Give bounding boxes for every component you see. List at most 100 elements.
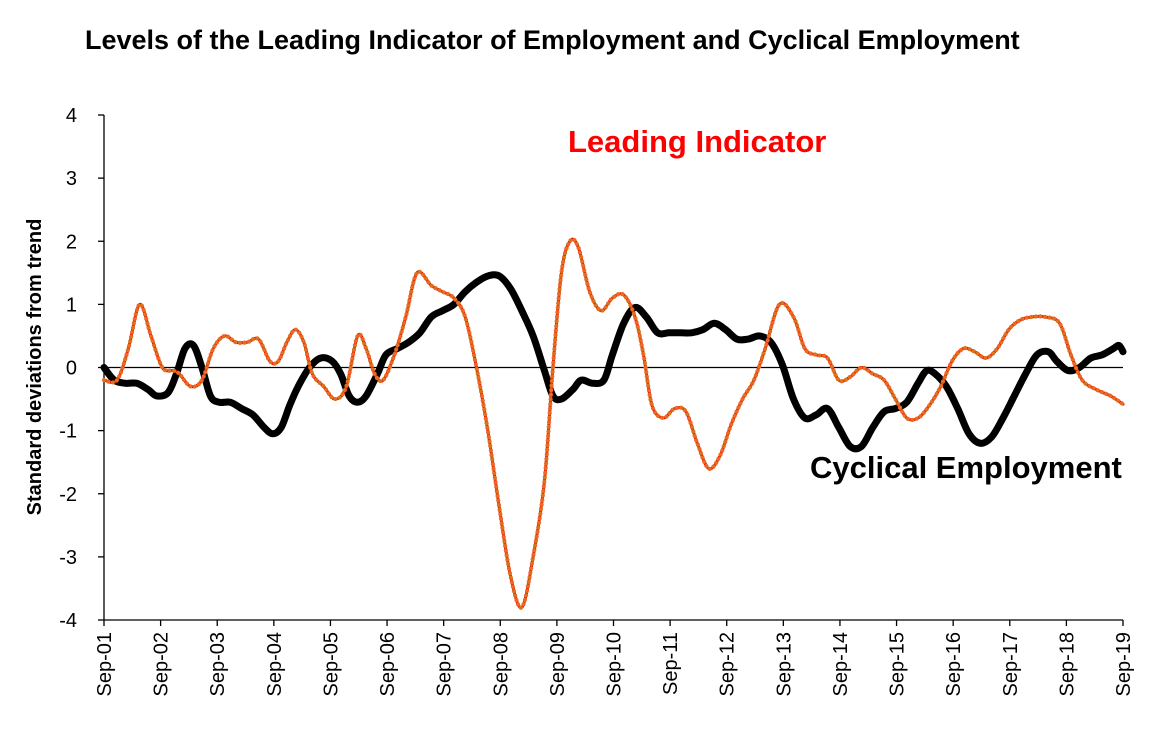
leading-indicator-point [1058, 322, 1063, 327]
leading-indicator-point [302, 343, 307, 348]
leading-indicator-point [542, 475, 547, 480]
leading-indicator-point [762, 347, 768, 352]
leading-indicator-point [533, 543, 538, 548]
leading-indicator-point [561, 259, 566, 265]
leading-indicator-point [203, 370, 208, 375]
leading-indicator-point [566, 242, 571, 247]
leading-indicator-point [825, 356, 830, 361]
leading-indicator-point [843, 377, 849, 382]
leading-indicator-point [555, 310, 560, 315]
leading-indicator-point [283, 342, 288, 347]
leading-indicator-point [730, 418, 736, 423]
leading-indicator-point [582, 268, 587, 273]
leading-indicator-point [123, 357, 128, 362]
leading-indicator-point [303, 347, 309, 352]
leading-indicator-point [404, 312, 409, 317]
leading-indicator-point [637, 333, 642, 339]
leading-indicator-point [664, 414, 669, 419]
leading-indicator-point [131, 321, 136, 326]
leading-indicator-point [199, 378, 204, 383]
leading-indicator-point [1077, 374, 1083, 379]
leading-indicator-point [804, 349, 809, 354]
leading-indicator-point [352, 343, 358, 348]
leading-indicator-point [667, 411, 672, 416]
leading-indicator-point [550, 365, 556, 370]
leading-indicator-point [881, 377, 887, 383]
leading-indicator-point [460, 308, 465, 313]
leading-indicator-point [264, 352, 269, 357]
leading-indicator-point [482, 407, 487, 412]
leading-indicator-point [272, 361, 277, 366]
leading-indicator-point [718, 452, 723, 457]
leading-indicator-point [507, 571, 513, 576]
leading-indicator-point [874, 373, 879, 378]
leading-indicator-point [401, 320, 407, 326]
leading-indicator-point [606, 301, 611, 306]
leading-indicator-point [526, 579, 531, 584]
y-tick-label: 0 [66, 358, 77, 380]
leading-indicator-point [458, 304, 463, 309]
leading-indicator-point [574, 241, 579, 247]
leading-indicator-point [350, 356, 355, 361]
leading-indicator-point [996, 344, 1002, 349]
leading-indicator-point [468, 335, 473, 340]
leading-indicator-point [549, 378, 554, 384]
leading-indicator-point [1067, 348, 1072, 354]
leading-indicator-point [695, 442, 700, 447]
leading-indicator-point [506, 566, 512, 571]
leading-indicator-point [147, 330, 152, 335]
leading-indicator-point [509, 580, 515, 585]
leading-indicator-point [797, 332, 802, 337]
y-tick-label: -4 [59, 610, 77, 632]
leading-indicator-point [513, 593, 518, 598]
leading-indicator-point [886, 385, 892, 390]
leading-indicator-point [441, 290, 446, 295]
leading-indicator-point [866, 368, 871, 373]
leading-indicator-point [649, 401, 654, 407]
leading-indicator-point [545, 438, 550, 443]
leading-indicator-point [640, 347, 645, 352]
leading-indicator-point [1073, 366, 1079, 371]
leading-indicator-point [553, 333, 558, 338]
leading-indicator-point [290, 329, 295, 335]
leading-indicator-point [711, 464, 716, 469]
leading-indicator-point [1108, 393, 1113, 398]
leading-indicator-point [760, 355, 765, 360]
leading-indicator-point [110, 380, 115, 385]
leading-indicator-point [394, 347, 399, 352]
leading-indicator-point [405, 307, 410, 312]
leading-indicator-point [1075, 370, 1081, 375]
leading-indicator-point [501, 534, 506, 540]
leading-indicator-point [237, 340, 243, 345]
leading-indicator-point [559, 268, 564, 274]
leading-indicator-point [370, 367, 375, 372]
leading-indicator-point [121, 361, 127, 366]
leading-indicator-point [942, 375, 947, 380]
leading-indicator-point [946, 366, 951, 371]
leading-indicator-point [304, 352, 310, 357]
leading-indicator-point [642, 361, 648, 366]
leading-indicator-point [287, 333, 293, 339]
leading-indicator-point [1009, 324, 1014, 329]
leading-indicator-point [421, 272, 426, 277]
leading-indicator-point [727, 426, 732, 431]
leading-indicator-point [250, 337, 256, 342]
leading-indicator-point [285, 338, 291, 343]
leading-indicator-point [301, 338, 306, 344]
x-tick-label: Sep-07 [434, 632, 456, 697]
leading-indicator-point [141, 307, 146, 313]
leading-indicator-point [586, 286, 591, 291]
leading-indicator-point [764, 342, 769, 347]
leading-indicator-point [857, 365, 863, 371]
leading-indicator-point [372, 371, 377, 376]
leading-indicator-point [396, 338, 402, 343]
leading-indicator-point [496, 503, 502, 508]
leading-indicator-point [1083, 381, 1088, 386]
leading-indicator-point [702, 459, 707, 464]
leading-indicator-point [496, 498, 501, 503]
leading-indicator-point [493, 480, 498, 485]
leading-indicator-point [549, 383, 554, 388]
leading-indicator-point [854, 368, 859, 374]
leading-indicator-point [534, 534, 539, 539]
leading-indicator-point [540, 493, 545, 498]
